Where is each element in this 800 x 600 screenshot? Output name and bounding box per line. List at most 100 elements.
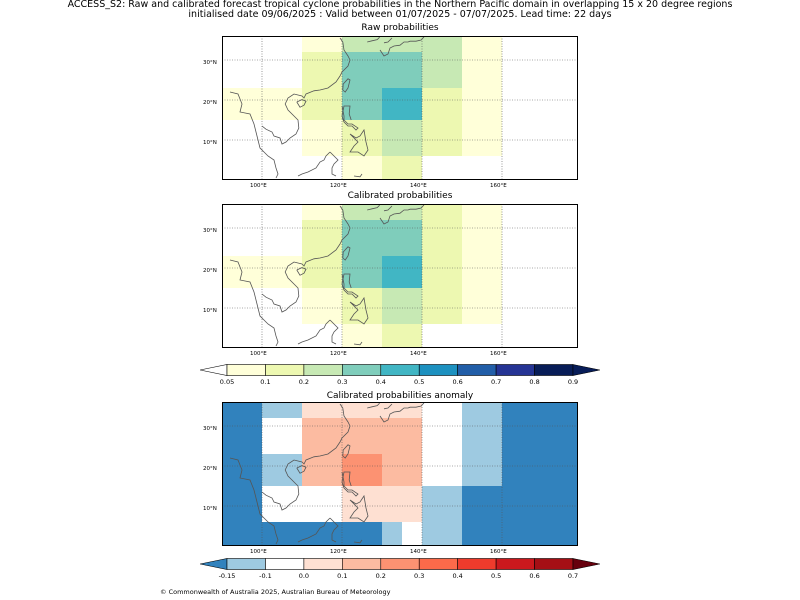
coastline xyxy=(379,36,425,57)
colorbar-segment xyxy=(534,364,574,376)
colorbar-under-arrow xyxy=(200,558,228,570)
colorbar-segment xyxy=(380,364,420,376)
colorbar-segment xyxy=(457,558,497,570)
prob-cell xyxy=(422,220,462,256)
colorbar-tick-label: 0.9 xyxy=(567,378,579,386)
coastline xyxy=(383,37,393,44)
prob-cell xyxy=(342,324,382,348)
calibrated-probabilities-map xyxy=(222,204,578,348)
colorbar-segment xyxy=(342,558,382,570)
coastline xyxy=(296,99,307,108)
prob-cell xyxy=(262,454,302,486)
coastline xyxy=(367,402,380,409)
lon-label-140e: 140°E xyxy=(410,351,427,357)
colorbar-under-arrow xyxy=(200,364,228,376)
coastline xyxy=(342,78,351,93)
prob-cell xyxy=(222,402,262,546)
prob-cell xyxy=(342,454,382,486)
lon-label-160e: 160°E xyxy=(490,549,507,555)
colorbar-tick-label: 0.2 xyxy=(298,378,310,386)
coastline xyxy=(379,204,425,225)
colorbar-tick-label: 0.3 xyxy=(414,572,425,580)
prob-cell xyxy=(462,402,502,486)
prob-cell xyxy=(422,256,462,288)
lon-label-120e: 120°E xyxy=(330,351,347,357)
coastline xyxy=(341,471,359,497)
lon-label-120e: 120°E xyxy=(330,549,347,555)
prob-cell xyxy=(302,120,342,156)
prob-cell xyxy=(302,204,342,220)
colorbar-tick-label: 0.1 xyxy=(337,572,348,580)
coastline xyxy=(329,517,339,543)
prob-cell xyxy=(302,402,342,418)
colorbar-segment xyxy=(226,364,266,376)
prob-cell xyxy=(342,402,422,418)
raw-probabilities-title: Raw probabilities xyxy=(361,23,439,33)
colorbar-tick-label: 0.7 xyxy=(567,572,579,580)
prob-cell xyxy=(342,204,422,220)
prob-cell xyxy=(342,88,382,120)
colorbar-tick-label: 0.2 xyxy=(375,572,386,580)
coastline xyxy=(296,465,307,474)
coastline xyxy=(342,246,351,261)
prob-cell xyxy=(462,220,502,256)
prob-cell xyxy=(342,36,422,52)
colorbar-tick-label: 0.5 xyxy=(490,572,502,580)
prob-cell xyxy=(462,486,502,546)
coastline xyxy=(297,517,331,543)
lat-label-30n: 30°N xyxy=(203,60,217,66)
colorbar-segment xyxy=(534,558,574,570)
colorbar-over-arrow xyxy=(572,558,600,570)
lon-label-100e: 100°E xyxy=(250,549,267,555)
main-title-line1: ACCESS_S2: Raw and calibrated forecast t… xyxy=(67,0,733,10)
lat-label-20n: 20°N xyxy=(203,466,217,472)
prob-cell xyxy=(262,402,302,418)
coastline xyxy=(342,444,351,459)
prob-cell xyxy=(462,88,502,120)
colorbar-segment xyxy=(226,558,266,570)
prob-cell xyxy=(462,36,502,52)
colorbar-segment xyxy=(457,364,497,376)
colorbar-segment xyxy=(303,558,343,570)
prob-cell xyxy=(342,220,422,256)
lat-label-30n: 30°N xyxy=(203,228,217,234)
coastline xyxy=(341,273,359,299)
prob-cell xyxy=(422,288,462,324)
lat-label-10n: 10°N xyxy=(203,308,217,314)
copyright-notice: © Commonwealth of Australia 2025, Austra… xyxy=(160,588,391,596)
prob-cell xyxy=(462,120,502,156)
coastline xyxy=(367,204,380,211)
coastline xyxy=(349,494,369,523)
prob-cell xyxy=(302,220,342,256)
prob-cell xyxy=(342,120,382,156)
map-frame xyxy=(222,402,578,546)
colorbar-tick-label: 0.4 xyxy=(375,378,386,386)
colorbar-segment xyxy=(495,558,535,570)
prob-cell xyxy=(422,120,462,156)
prob-cell xyxy=(302,52,342,88)
prob-cell xyxy=(382,156,422,180)
colorbar-segment xyxy=(265,558,305,570)
prob-cell xyxy=(382,120,422,156)
coastline xyxy=(329,151,339,177)
colorbar-tick-label: 0.8 xyxy=(529,378,540,386)
colorbar-over-arrow xyxy=(572,364,600,376)
coastline xyxy=(353,173,363,178)
lon-label-160e: 160°E xyxy=(490,183,507,189)
coastline xyxy=(297,319,331,345)
lat-label-10n: 10°N xyxy=(203,140,217,146)
prob-cell xyxy=(382,324,422,348)
prob-cell xyxy=(502,402,578,546)
coastline xyxy=(383,403,393,410)
prob-cell xyxy=(462,204,502,220)
prob-cell xyxy=(262,522,302,546)
lon-label-140e: 140°E xyxy=(410,549,427,555)
colorbar-tick-label: 0.6 xyxy=(529,572,540,580)
probability-colorbar xyxy=(200,364,600,376)
anomaly-map xyxy=(222,402,578,546)
coastline xyxy=(261,403,351,511)
colorbar-segment xyxy=(342,364,382,376)
lon-label-160e: 160°E xyxy=(490,351,507,357)
lat-label-30n: 30°N xyxy=(203,426,217,432)
colorbar-tick-label: 0.4 xyxy=(452,572,463,580)
